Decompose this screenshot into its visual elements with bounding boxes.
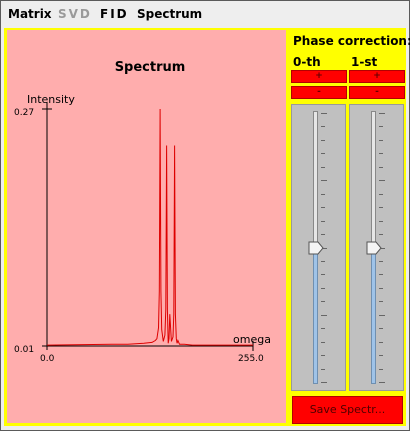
slider-tick xyxy=(321,166,325,168)
first-minus-button[interactable]: - xyxy=(349,86,405,99)
slider-tick xyxy=(321,234,325,236)
slider-tick xyxy=(379,193,383,195)
slider-tick xyxy=(321,287,325,289)
slider-tick xyxy=(321,220,325,222)
slider-tick xyxy=(321,113,327,114)
zeroth-order-slider[interactable] xyxy=(291,104,346,391)
y-tick-min: 0.01 xyxy=(14,345,34,355)
spectrum-chart: Spectrum Intensity omega 0.27 0.01 0.0 2… xyxy=(14,60,271,364)
slider-tick xyxy=(321,139,325,141)
y-tick-max: 0.27 xyxy=(14,108,34,118)
slider-tick xyxy=(321,180,327,182)
slider-tick xyxy=(321,193,325,195)
slider-tick xyxy=(379,207,383,209)
spectrum-plot: Spectrum Intensity omega 0.27 0.01 0.0 2… xyxy=(7,30,286,423)
slider-rail-upper xyxy=(313,111,318,248)
menu-fid[interactable]: FID xyxy=(100,7,129,21)
slider-tick xyxy=(379,180,385,182)
slider-thumb[interactable] xyxy=(308,241,324,255)
slider-tick xyxy=(321,368,325,370)
slider-tick xyxy=(379,220,383,222)
slider-tick xyxy=(379,139,383,141)
save-spectrum-button[interactable]: Save Spectr... xyxy=(292,396,403,424)
slider-tick xyxy=(321,314,327,316)
menu-svd[interactable]: SVD xyxy=(58,7,92,21)
slider-tick xyxy=(321,341,325,343)
slider-tick xyxy=(379,328,383,330)
phase-correction-panel: Phase correction: 0-th 1-st + - + - Save… xyxy=(289,28,410,426)
slider-tick xyxy=(379,234,383,236)
slider-tick xyxy=(379,126,383,128)
slider-tick xyxy=(379,287,383,289)
main-panel: Spectrum Intensity omega 0.27 0.01 0.0 2… xyxy=(4,28,410,426)
zeroth-minus-button[interactable]: - xyxy=(291,86,347,99)
zeroth-plus-button[interactable]: + xyxy=(291,70,347,83)
zeroth-order-label: 0-th xyxy=(293,55,321,69)
x-tick-max: 255.0 xyxy=(238,354,264,364)
slider-thumb[interactable] xyxy=(366,241,382,255)
slider-tick xyxy=(321,247,327,249)
chart-title: Spectrum xyxy=(115,60,186,75)
slider-tick xyxy=(321,355,325,357)
slider-tick xyxy=(321,207,325,209)
slider-tick xyxy=(379,260,383,262)
slider-tick xyxy=(379,341,383,343)
slider-tick xyxy=(321,301,325,303)
slider-tick xyxy=(321,274,325,276)
slider-tick xyxy=(379,247,385,249)
spectrum-line-0 xyxy=(46,108,253,346)
slider-tick xyxy=(321,126,325,128)
menu-spectrum[interactable]: Spectrum xyxy=(137,7,203,21)
x-tick-min: 0.0 xyxy=(40,354,55,364)
y-axis-label: Intensity xyxy=(27,93,75,106)
slider-tick xyxy=(379,314,385,316)
slider-rail-upper xyxy=(371,111,376,248)
slider-tick xyxy=(379,274,383,276)
slider-tick xyxy=(321,153,325,155)
slider-tick xyxy=(321,328,325,330)
slider-tick xyxy=(379,166,383,168)
first-order-label: 1-st xyxy=(351,55,378,69)
slider-tick xyxy=(379,301,383,303)
slider-tick xyxy=(379,153,383,155)
first-plus-button[interactable]: + xyxy=(349,70,405,83)
x-axis-label: omega xyxy=(233,333,271,346)
slider-tick xyxy=(379,382,385,383)
slider-tick xyxy=(379,355,383,357)
menu-matrix[interactable]: Matrix xyxy=(8,7,52,21)
first-order-slider[interactable] xyxy=(349,104,404,391)
slider-tick xyxy=(321,382,327,383)
slider-tick xyxy=(379,368,383,370)
slider-tick xyxy=(379,113,385,114)
slider-tick xyxy=(321,260,325,262)
menu-bar: Matrix SVD FID Spectrum xyxy=(1,1,409,27)
phase-correction-title: Phase correction: xyxy=(293,34,410,48)
